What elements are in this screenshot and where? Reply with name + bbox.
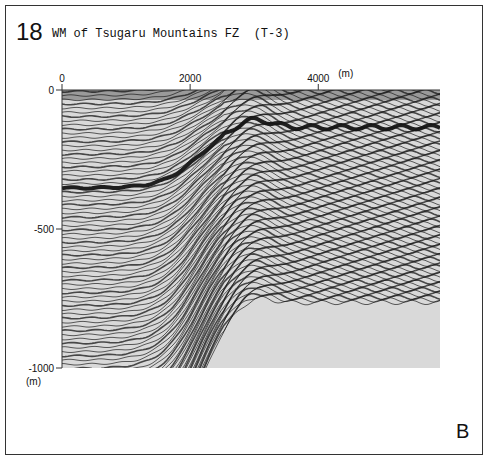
html-text:(m): (m) — [338, 68, 354, 79]
html-text:(m): (m) — [26, 376, 41, 387]
html-text:18 WM of Tsugaru Mountains FZ: 18 WM of Tsugaru Mountains FZ (T-3) — [16, 18, 290, 45]
svg-text:2000: 2000 — [179, 73, 202, 84]
svg-text:4000: 4000 — [307, 73, 330, 84]
svg-text:0: 0 — [59, 73, 65, 84]
svg-text:-1000: -1000 — [28, 363, 54, 374]
svg-text:-500: -500 — [34, 224, 54, 235]
svg-text:0: 0 — [48, 85, 54, 96]
html-text:B: B — [456, 420, 470, 442]
